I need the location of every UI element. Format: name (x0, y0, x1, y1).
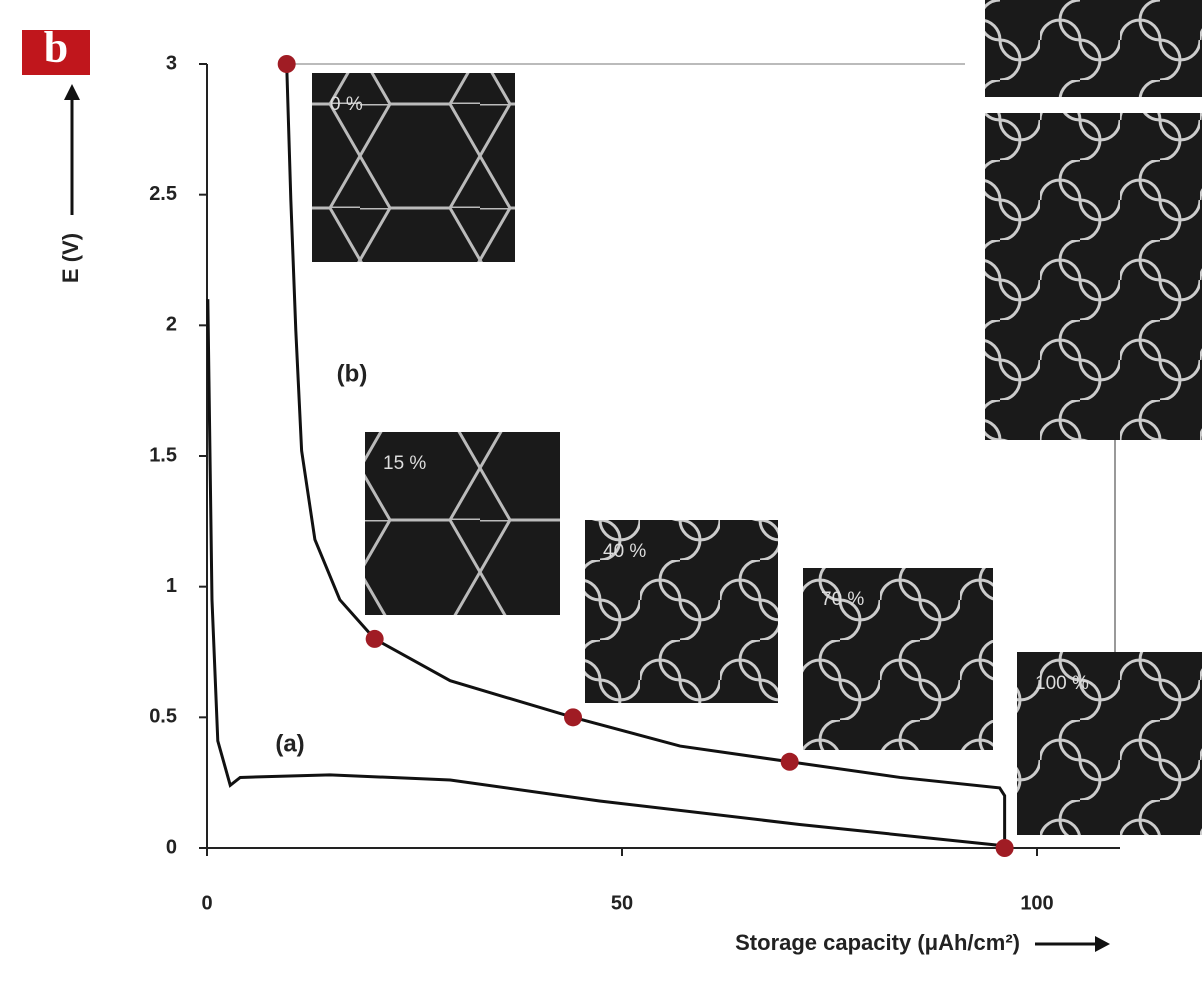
panel-label-box (22, 30, 90, 75)
marker (995, 839, 1014, 857)
y-tick-label: 1.5 (149, 444, 177, 466)
marker (780, 752, 799, 771)
inset-label: 100 % (1035, 673, 1089, 694)
y-tick-label: 2.5 (149, 183, 177, 205)
inset-label: 40 % (603, 541, 646, 562)
x-tick-label: 50 (611, 892, 633, 914)
series-label: (a) (275, 730, 304, 757)
inset-label: 0 % (330, 94, 363, 115)
y-tick-label: 1 (166, 575, 177, 597)
y-tick-label: 3 (166, 52, 177, 74)
inset-image (365, 432, 560, 615)
line (206, 299, 1006, 850)
line (285, 63, 1007, 848)
inset-image (985, 113, 1202, 440)
inset-image (985, 0, 1202, 97)
arrow-head (1095, 936, 1110, 952)
marker (365, 629, 384, 648)
x-tick-label: 100 (1020, 892, 1053, 914)
x-axis-label: Storage capacity (μAh/cm²) (735, 930, 1020, 955)
inset-label: 70 % (821, 589, 864, 610)
y-tick-label: 2 (166, 314, 177, 336)
inset-image (803, 568, 993, 750)
panel-label: b (44, 23, 68, 72)
inset-image (585, 520, 778, 703)
inset-label: 15 % (383, 453, 426, 474)
arrow-head (64, 84, 80, 100)
y-tick-label: 0.5 (149, 706, 177, 728)
x-tick-label: 0 (201, 892, 212, 914)
marker (277, 55, 296, 73)
inset-image (1017, 652, 1202, 835)
inset-image (312, 73, 515, 262)
series-label: (b) (337, 360, 368, 387)
marker (564, 708, 583, 727)
y-axis-label: E (V) (58, 233, 83, 283)
y-tick-label: 0 (166, 836, 177, 858)
